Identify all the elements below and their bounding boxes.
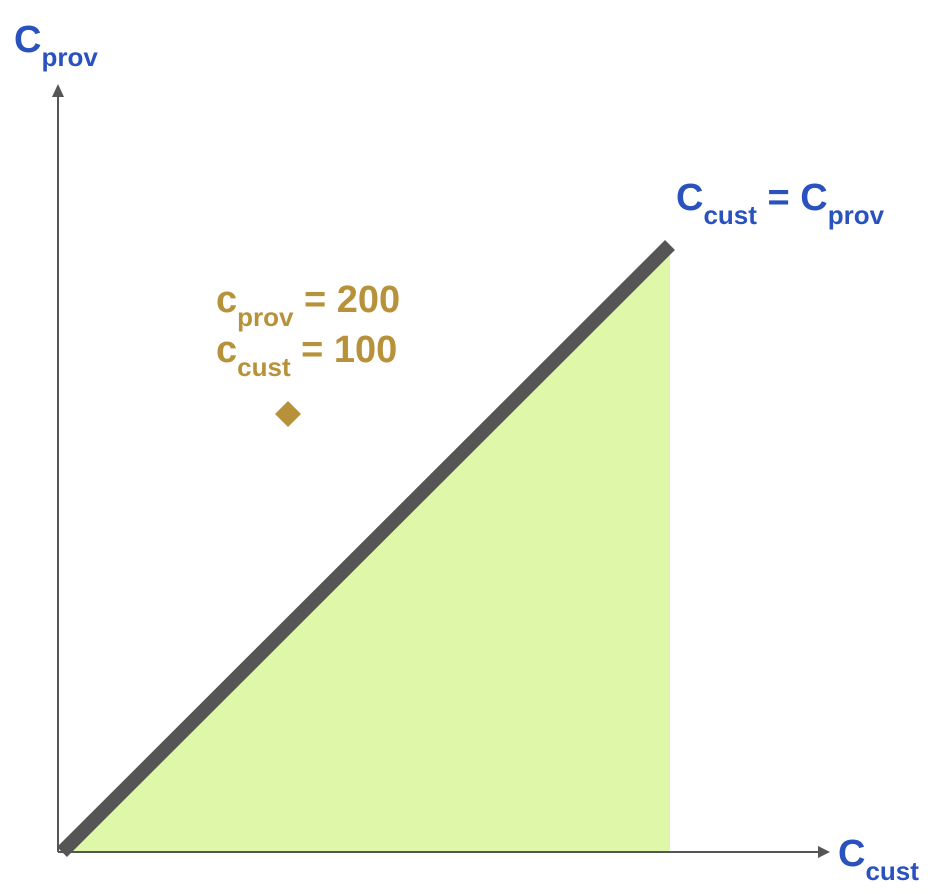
point-label-line2-sub: cust xyxy=(237,352,291,382)
x-axis-label: Ccust xyxy=(838,833,919,886)
diagonal-label: Ccust = Cprov xyxy=(676,177,885,230)
diagonal-label-left-sub: cust xyxy=(703,200,757,230)
x-axis-label-main: C xyxy=(838,833,865,875)
point-marker-diamond xyxy=(275,401,301,427)
x-axis-arrowhead xyxy=(818,846,830,858)
y-axis-arrowhead xyxy=(52,84,64,97)
point-label-line2-value: = 100 xyxy=(291,329,398,371)
diagonal-label-right-sub: prov xyxy=(828,200,885,230)
diagonal-label-left-main: C xyxy=(676,177,703,219)
point-label-line1-sub: prov xyxy=(237,302,294,332)
point-label-line2: ccust = 100 xyxy=(216,329,397,382)
point-label-line2-main: c xyxy=(216,329,237,371)
y-axis-label: Cprov xyxy=(14,19,98,72)
point-label-line1-main: c xyxy=(216,279,237,321)
y-axis-label-main: C xyxy=(14,19,41,61)
point-label-line1: cprov = 200 xyxy=(216,279,400,332)
diagonal-label-equals: = xyxy=(757,177,800,219)
x-axis-label-sub: cust xyxy=(865,856,919,886)
diagonal-line xyxy=(57,240,675,857)
diagonal-label-right-main: C xyxy=(800,177,827,219)
point-label-line1-value: = 200 xyxy=(293,279,400,321)
y-axis-label-sub: prov xyxy=(41,42,98,72)
